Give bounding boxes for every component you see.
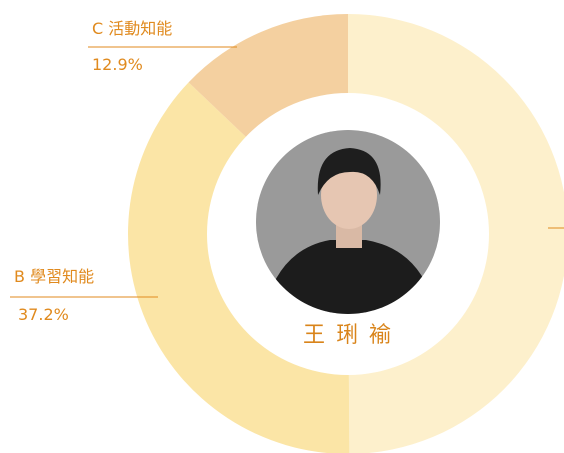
value-label: 12.9% <box>92 55 143 74</box>
category-label: C 活動知能 <box>92 19 172 38</box>
avatar <box>256 130 440 314</box>
center-label: 王 琍 褕 <box>303 323 393 348</box>
category-label: B 學習知能 <box>14 267 94 286</box>
value-label: 37.2% <box>18 305 69 324</box>
